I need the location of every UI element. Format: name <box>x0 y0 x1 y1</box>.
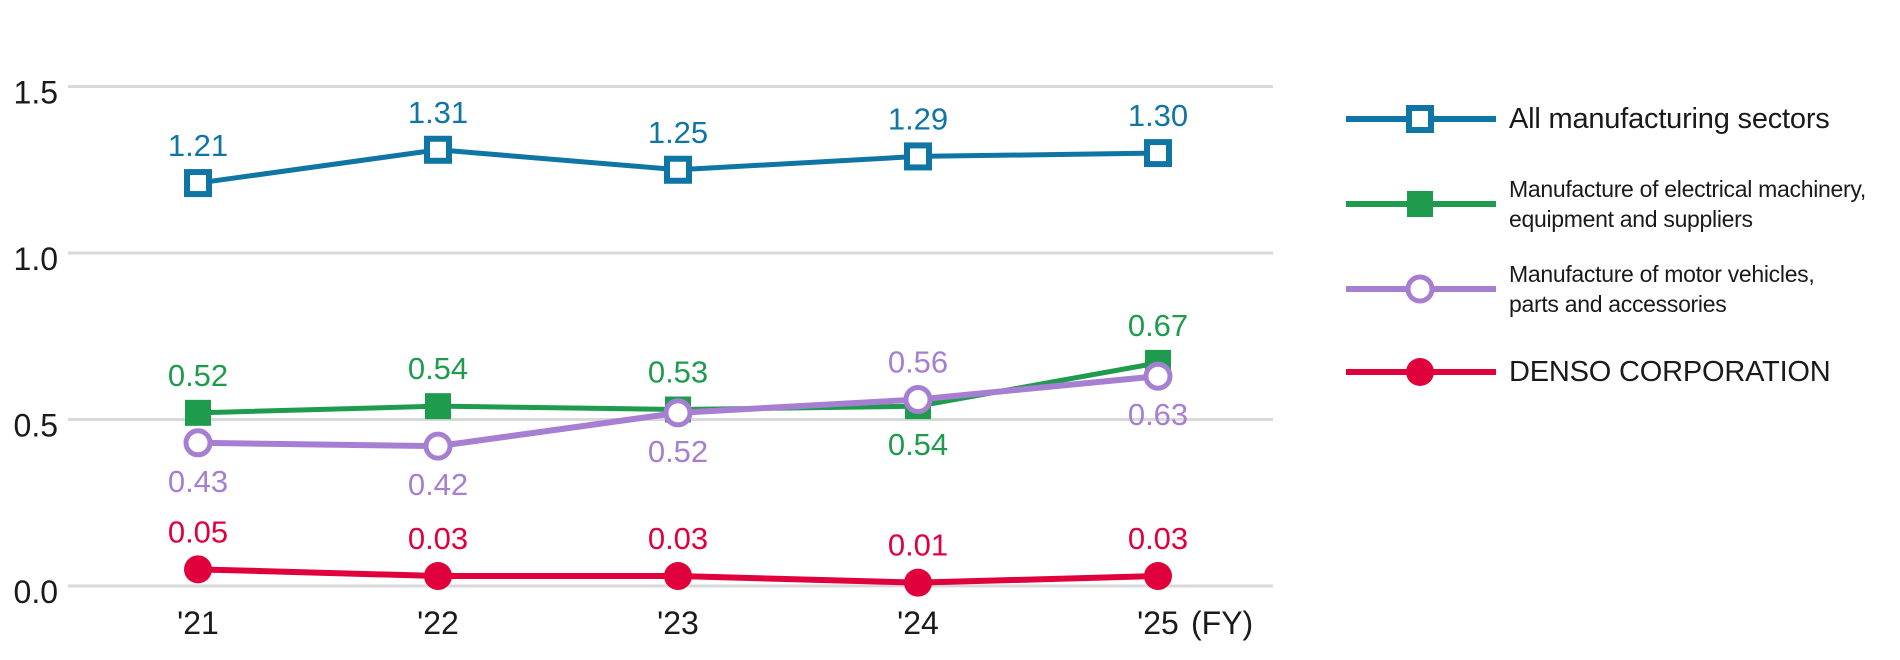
legend-label: Manufacture of electrical machinery, equ… <box>1509 174 1866 234</box>
data-point-marker <box>904 142 932 171</box>
x-axis-tick-label: '21 <box>177 605 219 641</box>
data-point-marker <box>1144 562 1172 591</box>
filled-circle-marker-icon <box>1406 358 1434 386</box>
data-point-label: 0.03 <box>648 521 708 556</box>
x-axis-tick-label: '25 <box>1137 605 1179 641</box>
data-point-label: 0.03 <box>1128 521 1188 556</box>
legend-label: Manufacture of motor vehicles, parts and… <box>1509 259 1815 319</box>
data-point-label: 1.29 <box>888 101 948 136</box>
data-point-label: 0.42 <box>408 467 468 502</box>
data-point-marker <box>184 555 212 584</box>
chart-legend: All manufacturing sectors Manufacture of… <box>1346 0 1900 660</box>
data-point-marker <box>185 399 211 426</box>
legend-swatch-filled-square <box>1346 191 1496 217</box>
legend-swatch-filled-circle <box>1346 358 1496 386</box>
legend-label-line: parts and accessories <box>1509 291 1727 317</box>
line-chart-plot: 0.0 0.5 1.0 1.5 '21 '22 '23 '24 '25 (FY) 1.21 1.31 1… <box>14 75 1273 641</box>
data-point-label: 0.53 <box>648 355 708 390</box>
data-point-label: 0.05 <box>168 514 228 549</box>
legend-item-all-manufacturing-sectors: All manufacturing sectors <box>1346 99 1830 139</box>
y-axis-tick-label: 0.0 <box>14 574 58 610</box>
legend-label-line: Manufacture of electrical machinery, <box>1509 176 1866 202</box>
legend-item-denso-corporation: DENSO CORPORATION <box>1346 352 1831 392</box>
data-point-marker <box>663 398 693 428</box>
data-point-label: 1.30 <box>1128 98 1188 133</box>
data-point-label: 1.31 <box>408 95 468 130</box>
data-point-label: 0.01 <box>888 528 948 563</box>
legend-item-motor-vehicles: Manufacture of motor vehicles, parts and… <box>1346 259 1815 319</box>
x-axis-tick-label: '24 <box>897 605 939 641</box>
data-point-marker <box>664 562 692 591</box>
legend-swatch-open-circle <box>1346 274 1496 304</box>
legend-label: DENSO CORPORATION <box>1509 355 1831 388</box>
data-point-marker <box>903 385 933 415</box>
data-point-label: 0.56 <box>888 345 948 380</box>
data-point-label: 1.21 <box>168 128 228 163</box>
open-square-marker-icon <box>1406 105 1434 133</box>
x-axis-tick-label: '23 <box>657 605 699 641</box>
legend-label-line: Manufacture of motor vehicles, <box>1509 261 1815 287</box>
legend-label: All manufacturing sectors <box>1509 102 1830 135</box>
x-axis-tick-label: '22 <box>417 605 459 641</box>
data-point-marker <box>425 393 451 420</box>
data-point-label: 0.43 <box>168 464 228 499</box>
data-point-label: 1.25 <box>648 115 708 150</box>
data-point-marker <box>184 169 212 198</box>
data-point-marker <box>1143 361 1173 391</box>
filled-square-marker-icon <box>1407 191 1433 217</box>
data-point-label: 0.52 <box>648 434 708 469</box>
data-point-marker <box>1144 139 1172 168</box>
y-axis-tick-label: 0.5 <box>14 408 58 444</box>
data-point-label: 0.54 <box>408 351 468 386</box>
data-point-label: 0.52 <box>168 358 228 393</box>
legend-item-electrical-machinery: Manufacture of electrical machinery, equ… <box>1346 174 1866 234</box>
y-axis-tick-label: 1.5 <box>14 75 58 111</box>
y-axis-tick-label: 1.0 <box>14 241 58 277</box>
data-point-label: 0.54 <box>888 427 948 462</box>
data-point-label: 0.63 <box>1128 397 1188 432</box>
legend-swatch-open-square <box>1346 105 1496 133</box>
data-point-marker <box>664 155 692 184</box>
x-axis-unit-label: (FY) <box>1191 605 1253 641</box>
legend-label-line: equipment and suppliers <box>1509 206 1753 232</box>
data-point-marker <box>424 562 452 591</box>
data-point-marker <box>183 428 213 458</box>
data-point-label: 0.67 <box>1128 308 1188 343</box>
data-point-marker <box>424 135 452 164</box>
data-point-marker <box>423 431 453 461</box>
open-circle-marker-icon <box>1405 274 1435 304</box>
data-point-label: 0.03 <box>408 521 468 556</box>
data-point-marker <box>904 568 932 597</box>
